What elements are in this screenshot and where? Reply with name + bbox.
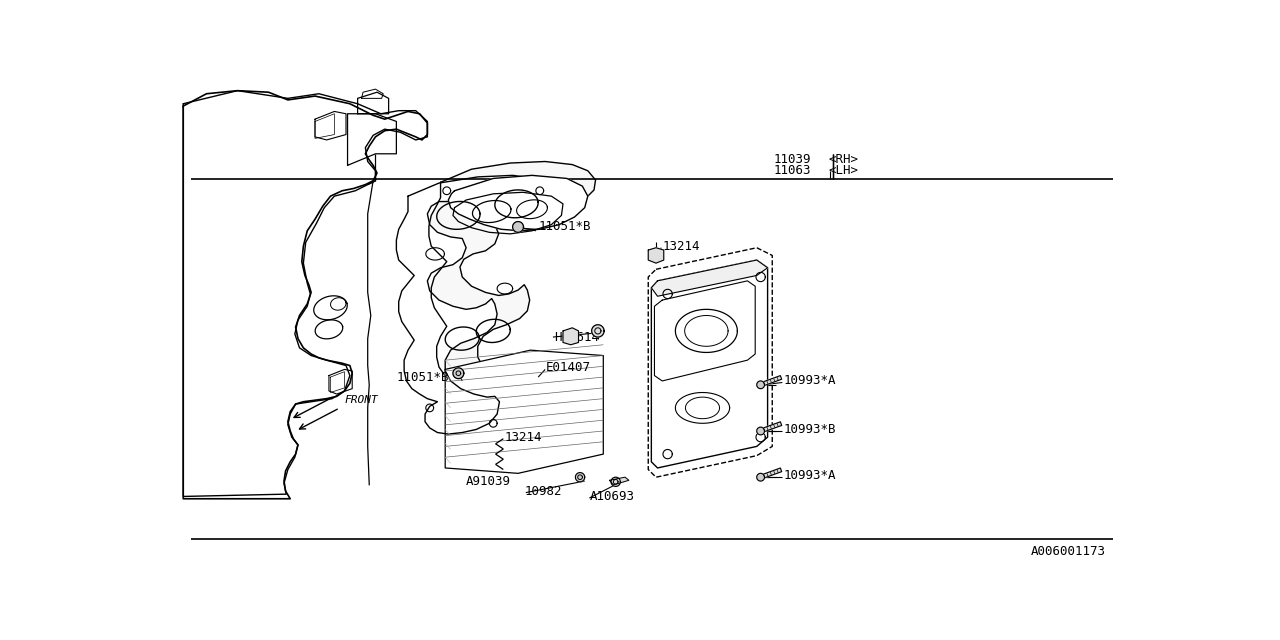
Text: E01407: E01407 (547, 362, 591, 374)
Text: 10993*B: 10993*B (783, 423, 836, 436)
Polygon shape (652, 260, 768, 296)
Text: A006001173: A006001173 (1030, 545, 1106, 558)
Polygon shape (654, 281, 755, 381)
Text: 10982: 10982 (525, 484, 562, 497)
Text: 10993*A: 10993*A (783, 469, 836, 482)
Text: 11039: 11039 (774, 154, 812, 166)
Text: 13214: 13214 (504, 431, 543, 444)
Text: 13214: 13214 (662, 240, 700, 253)
Polygon shape (652, 260, 768, 468)
Text: 11051*B: 11051*B (538, 220, 590, 234)
Polygon shape (448, 175, 588, 231)
Polygon shape (445, 350, 603, 474)
Polygon shape (453, 368, 463, 379)
Text: <LH>: <LH> (828, 164, 858, 177)
Text: 11051*B: 11051*B (397, 371, 449, 383)
Text: FRONT: FRONT (344, 395, 378, 405)
Polygon shape (591, 324, 604, 337)
Polygon shape (429, 161, 595, 420)
Polygon shape (611, 477, 621, 486)
Polygon shape (756, 474, 764, 481)
Polygon shape (760, 376, 782, 387)
Text: <RH>: <RH> (828, 154, 858, 166)
Text: A91039: A91039 (466, 474, 511, 488)
Polygon shape (576, 472, 585, 482)
Polygon shape (756, 381, 764, 388)
Polygon shape (760, 468, 782, 479)
Polygon shape (563, 328, 579, 345)
Text: 10993*A: 10993*A (783, 374, 836, 387)
Polygon shape (756, 427, 764, 435)
Polygon shape (397, 175, 563, 434)
Text: 11063: 11063 (774, 164, 812, 177)
Text: H01614: H01614 (554, 330, 599, 344)
Polygon shape (183, 91, 428, 497)
Polygon shape (760, 422, 782, 433)
Polygon shape (512, 221, 524, 232)
Polygon shape (609, 477, 628, 485)
Polygon shape (648, 248, 664, 263)
Polygon shape (183, 91, 428, 499)
Text: A10693: A10693 (590, 490, 635, 503)
